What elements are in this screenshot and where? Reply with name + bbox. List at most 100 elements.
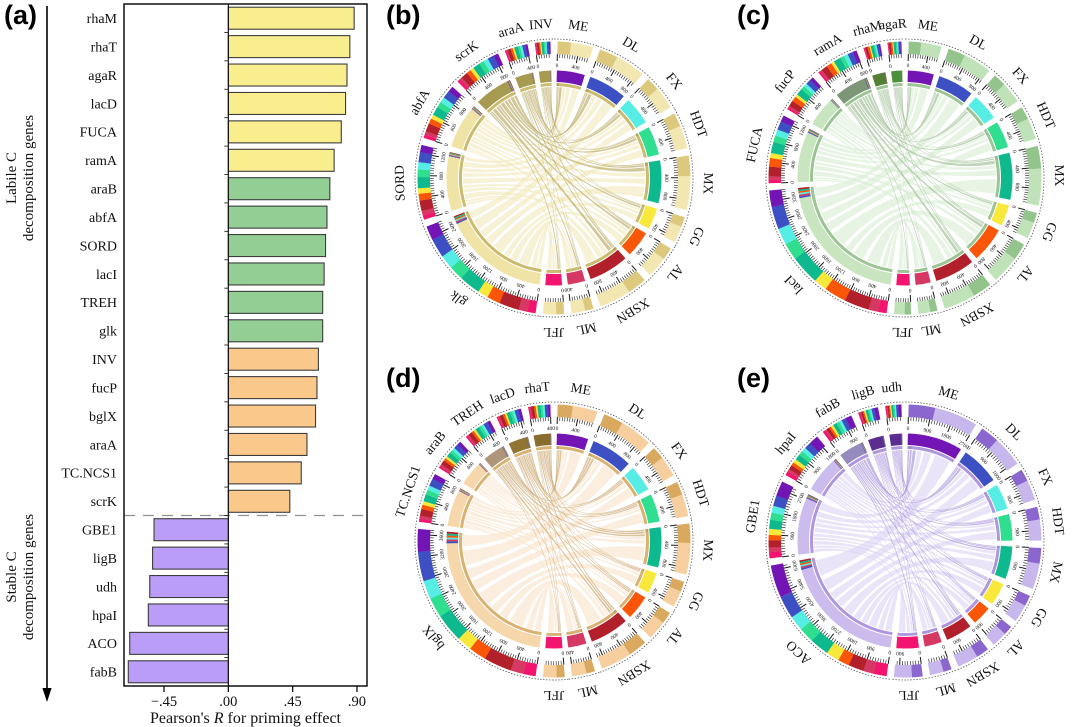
axis-tick <box>432 152 437 155</box>
dotted-border <box>597 279 650 311</box>
axis-tick-label: 0 <box>646 233 653 239</box>
outer-seg-AL <box>768 157 783 168</box>
accent-band-start <box>580 628 583 633</box>
outer-seg-FX <box>442 249 461 268</box>
axis-tick <box>792 125 800 130</box>
axis-tick <box>974 78 980 85</box>
accent-band <box>810 186 893 273</box>
axis-tick <box>848 284 851 289</box>
dotted-border <box>500 40 531 50</box>
axis-tick <box>514 654 517 659</box>
axis-tick <box>837 642 841 646</box>
inner-fleck <box>884 72 887 84</box>
outer-seg-HDT <box>773 135 788 146</box>
axis-tick <box>784 511 789 513</box>
axis-tick <box>431 522 439 525</box>
bar-lacD <box>227 91 347 116</box>
site-color-band <box>968 224 999 259</box>
outer-seg-ME <box>518 408 524 422</box>
outer-band-light <box>670 494 689 519</box>
outer-seg-MX <box>475 427 486 440</box>
axis-tick <box>876 57 878 62</box>
outer-band-light <box>571 405 598 424</box>
inner-fleck <box>830 100 839 109</box>
site-name-label: DL <box>967 31 990 53</box>
site-color-band <box>998 152 1013 200</box>
site-color-band <box>907 70 934 86</box>
gene-inner-band <box>889 433 903 447</box>
site-name-label: FX <box>668 439 690 462</box>
axis-tick <box>794 231 798 235</box>
inner-fleck <box>508 80 514 92</box>
axis-tick <box>782 195 787 198</box>
site-name-label: ML <box>920 321 943 339</box>
axis-tick <box>985 629 989 633</box>
accent-band <box>459 154 467 208</box>
outer-seg-XSBN <box>887 405 891 419</box>
axis-tick-label: 0 <box>479 452 485 459</box>
site-name-label: GG <box>1039 220 1060 244</box>
axis-tick <box>605 649 608 654</box>
axis-tick <box>783 153 788 155</box>
axis-tick <box>944 291 947 296</box>
site-name-label: ME <box>570 380 593 398</box>
site-name-label: ME <box>567 16 589 34</box>
site-name-label: MX <box>1047 560 1066 585</box>
axis-tick <box>793 594 798 597</box>
axis-tick <box>665 221 670 224</box>
axis-tick <box>800 242 804 245</box>
accent-band <box>622 478 638 497</box>
panel-c-label: (c) <box>737 0 770 30</box>
axis-tick <box>494 68 497 73</box>
axis-tick <box>806 613 810 617</box>
axis-tick <box>586 293 588 298</box>
inner-fleck <box>806 496 818 502</box>
gene-inner-band <box>797 494 819 555</box>
outer-seg-ML <box>459 77 471 89</box>
axis-tick <box>1011 119 1015 123</box>
dotted-border <box>765 111 784 188</box>
axis-tick <box>526 57 528 61</box>
axis-tick-label: 0 <box>999 230 1006 236</box>
axis-tick <box>815 91 819 95</box>
axis-tick-label: 0 <box>804 484 811 490</box>
axis-tick <box>943 423 946 428</box>
site-color-band <box>922 631 942 647</box>
axis-tick <box>859 289 862 294</box>
axis-tick <box>853 428 856 432</box>
axis-tick <box>975 633 981 640</box>
axis-tick <box>1023 522 1028 524</box>
axis-tick <box>1012 230 1017 233</box>
bar-araB <box>227 177 331 201</box>
axis-tick <box>936 58 938 63</box>
axis-tick <box>1017 582 1022 585</box>
ribbon-TREH-XSBN <box>497 468 612 614</box>
axis-tick <box>609 647 612 651</box>
outer-seg-MX <box>795 454 809 467</box>
outer-band-light <box>893 301 905 315</box>
ribbon-ACO-XSBN <box>868 581 949 628</box>
axis-tick <box>800 111 804 114</box>
inner-fleck <box>502 446 508 457</box>
axis-tick-label: 1200 <box>482 263 494 274</box>
accent-band <box>643 166 649 201</box>
axis-tick-label: 800 <box>939 279 949 288</box>
axis-tick <box>997 254 1001 257</box>
axis-tick <box>1018 148 1026 151</box>
site-color-band <box>986 484 1008 512</box>
axis-tick-label: 0 <box>907 63 910 69</box>
axis-tick <box>453 104 460 110</box>
inner-fleck <box>550 70 552 83</box>
inner-fleck <box>509 79 515 91</box>
site-name-label: ML <box>934 680 957 700</box>
outer-seg-HDT <box>437 102 451 114</box>
axis-tick <box>976 274 979 278</box>
axis-tick <box>951 426 954 431</box>
inner-fleck <box>800 562 812 567</box>
axis-tick <box>987 450 991 454</box>
axis-tick <box>667 581 671 584</box>
outer-band-dark <box>986 75 1005 94</box>
axis-tick <box>920 418 923 422</box>
axis-tick <box>463 260 467 264</box>
